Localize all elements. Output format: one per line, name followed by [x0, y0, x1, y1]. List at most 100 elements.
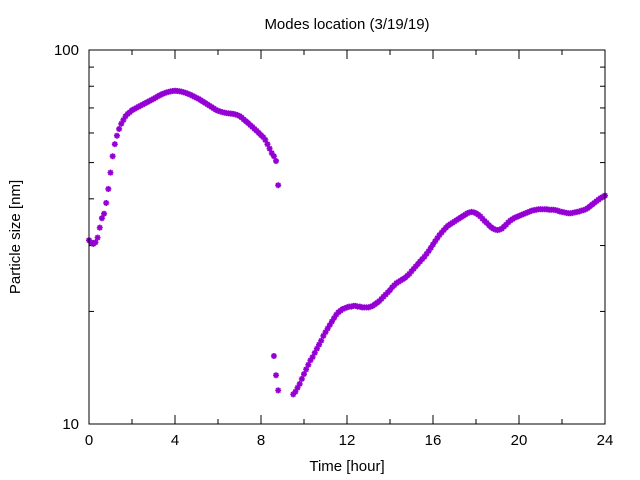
data-point	[270, 352, 277, 359]
data-point	[470, 209, 477, 216]
data-point	[105, 185, 112, 192]
data-point	[92, 239, 99, 246]
plot-frame	[88, 49, 606, 425]
y-tick-label: 100	[54, 42, 79, 59]
data-point	[408, 268, 415, 275]
data-point	[440, 227, 447, 234]
data-point	[432, 238, 439, 245]
data-point	[331, 315, 338, 322]
data-point	[382, 291, 389, 298]
data-point	[307, 357, 314, 364]
data-point	[554, 207, 561, 214]
data-point	[477, 213, 484, 220]
x-tick-label: 20	[511, 432, 528, 449]
data-point	[296, 380, 303, 387]
data-point	[275, 182, 282, 189]
data-point	[322, 329, 329, 336]
x-axis-label: Time [hour]	[309, 458, 384, 475]
x-tick-label: 24	[597, 432, 614, 449]
data-point	[376, 298, 383, 305]
data-point	[511, 214, 518, 221]
data-point	[116, 125, 123, 132]
data-point	[120, 116, 127, 123]
data-point	[273, 157, 280, 164]
data-point	[421, 253, 428, 260]
data-point	[294, 384, 301, 391]
data-point	[96, 224, 103, 231]
data-point	[262, 136, 269, 143]
x-tick-label: 0	[85, 432, 93, 449]
data-point	[419, 256, 426, 263]
data-point	[464, 210, 471, 217]
data-point	[309, 354, 316, 361]
data-point	[268, 150, 275, 157]
data-point	[410, 265, 417, 272]
data-point	[264, 141, 271, 148]
data-point	[260, 134, 267, 141]
data-point	[111, 141, 118, 148]
data-point	[103, 199, 110, 206]
data-point	[483, 219, 490, 226]
data-point	[427, 244, 434, 251]
data-point	[303, 366, 310, 373]
data-point	[234, 112, 241, 119]
data-point	[479, 215, 486, 222]
data-point	[101, 210, 108, 217]
data-point	[324, 325, 331, 332]
data-point	[313, 345, 320, 352]
data-point	[438, 229, 445, 236]
x-tick-label: 12	[339, 432, 356, 449]
y-tick-label: 10	[62, 416, 79, 433]
data-point	[255, 129, 262, 136]
data-point	[378, 295, 385, 302]
data-point	[316, 341, 323, 348]
data-point	[311, 349, 318, 356]
x-tick-label: 8	[257, 432, 265, 449]
data-point	[122, 113, 129, 120]
data-point	[430, 241, 436, 248]
data-point	[290, 391, 297, 398]
y-axis-label: Particle size [nm]	[7, 180, 24, 294]
data-point	[333, 311, 340, 318]
data-point	[503, 221, 510, 228]
data-point	[298, 375, 305, 382]
data-point	[292, 388, 299, 395]
data-point	[266, 145, 273, 152]
data-point	[328, 318, 335, 325]
data-point	[524, 209, 531, 216]
data-point	[520, 211, 527, 218]
data-point	[326, 321, 333, 328]
chart-title: Modes location (3/19/19)	[264, 16, 429, 33]
data-point	[107, 169, 114, 176]
data-point	[526, 208, 533, 215]
data-point	[109, 153, 116, 160]
data-point	[184, 90, 191, 97]
data-point	[270, 153, 277, 160]
x-tick-label: 16	[425, 432, 442, 449]
data-point	[423, 250, 430, 257]
data-point	[412, 263, 419, 270]
tick-labels: 0 4 8 12 16 20 24 10 100	[54, 42, 613, 449]
data-point	[301, 371, 307, 378]
data-point	[318, 337, 325, 344]
x-tick-label: 4	[171, 432, 179, 449]
data-point	[387, 287, 393, 294]
data-point	[434, 235, 441, 242]
data-point	[113, 132, 120, 139]
data-point	[580, 207, 587, 214]
data-point	[518, 212, 525, 219]
data-point	[320, 332, 327, 339]
data-point	[516, 212, 522, 219]
data-point	[496, 226, 503, 233]
data-point	[380, 293, 387, 300]
axis-ticks	[88, 49, 606, 425]
data-point	[275, 387, 282, 394]
data-point	[94, 234, 101, 241]
data-point	[98, 215, 105, 222]
data-point	[406, 270, 413, 277]
data-point	[159, 91, 166, 98]
data-point	[273, 372, 280, 379]
data-point	[417, 258, 424, 265]
data-point	[425, 248, 432, 255]
